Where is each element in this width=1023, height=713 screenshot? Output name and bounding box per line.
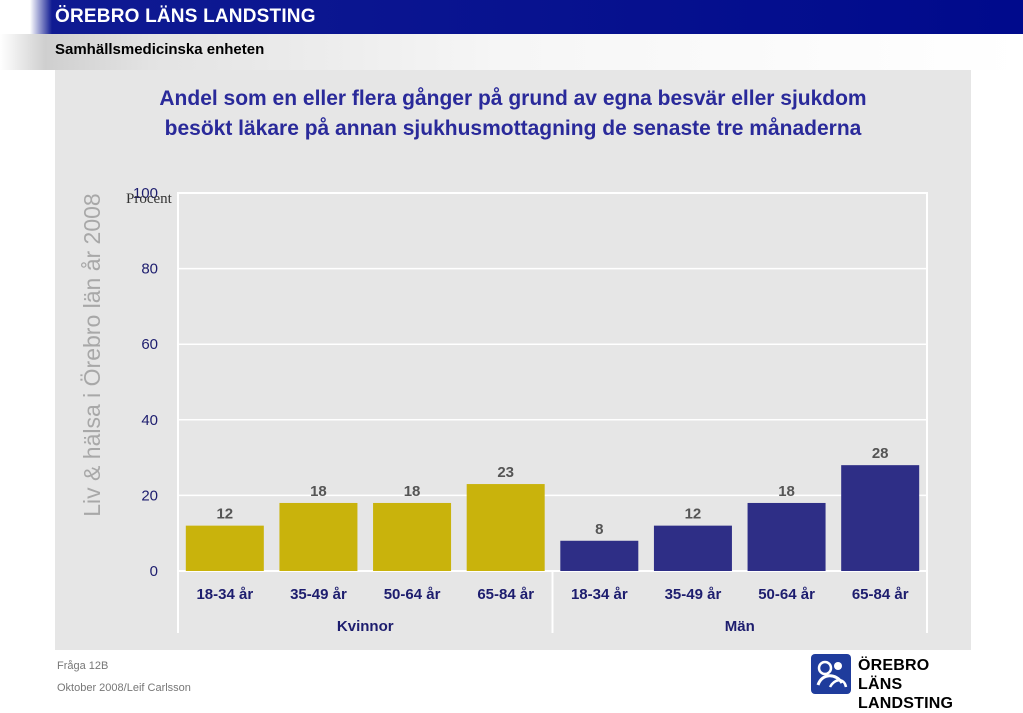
chart-title-line-1: Andel som en eller flera gånger på grund… [159,87,867,110]
bar [560,540,639,571]
y-tick-label: 60 [141,336,158,353]
logo-text-line-2: LANDSTING [858,695,954,712]
bar [841,465,920,571]
bar [466,484,545,571]
bar [653,525,732,571]
x-tick-label: 65-84 år [852,586,909,603]
bar [185,525,264,571]
x-tick-label: 65-84 år [477,586,534,603]
x-tick-label: 18-34 år [571,586,628,603]
logo-text-line-1: ÖREBRO LÄNS [858,657,930,693]
footer-date-author: Oktober 2008/Leif Carlsson [57,682,191,694]
data-label: 23 [497,464,514,481]
y-tick-label: 40 [141,412,158,429]
x-tick-label: 18-34 år [196,586,253,603]
subheader-bar: Samhällsmedicinska enheten [0,34,1023,70]
unit-name: Samhällsmedicinska enheten [55,41,265,58]
orebro-lans-landsting-logo-icon [811,654,851,694]
data-label: 12 [216,506,233,523]
data-label: 18 [310,483,327,500]
group-label: Kvinnor [337,618,394,635]
data-label: 8 [595,521,603,538]
chart-title: Andel som en eller flera gånger på grund… [55,84,971,144]
x-tick-label: 35-49 år [290,586,347,603]
x-tick-label: 50-64 år [384,586,441,603]
data-label: 28 [872,445,889,462]
y-tick-label: 20 [141,487,158,504]
header-bar: ÖREBRO LÄNS LANDSTING [0,0,1023,34]
x-tick-label: 50-64 år [758,586,815,603]
chart-title-line-2: besökt läkare på annan sjukhusmottagning… [164,117,862,140]
group-label: Män [725,618,755,635]
data-label: 18 [778,483,795,500]
x-tick-label: 35-49 år [665,586,722,603]
bar [279,502,358,571]
bar [747,502,826,571]
y-axis-label: Procent [126,191,173,207]
data-label: 12 [685,506,702,523]
footer-question: Fråga 12B [57,660,109,672]
y-tick-label: 0 [150,563,158,580]
bar [373,502,452,571]
y-tick-label: 100 [133,185,158,202]
header-brand: ÖREBRO LÄNS LANDSTING [55,6,316,27]
y-tick-label: 80 [141,261,158,278]
organization-logo: ÖREBRO LÄNS LANDSTING [810,653,970,712]
data-label: 18 [404,483,421,500]
